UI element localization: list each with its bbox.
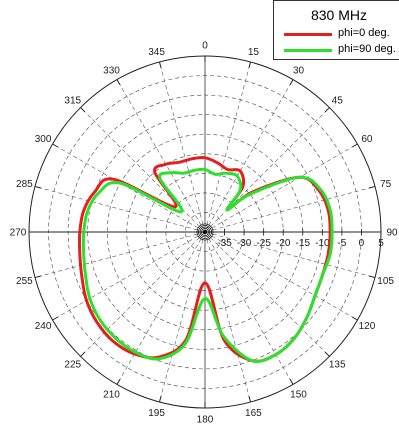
- center-ring: [196, 223, 214, 241]
- angle-tick-label: 225: [64, 360, 81, 371]
- center-ring: [199, 226, 211, 238]
- grid-spoke: [116, 238, 202, 385]
- grid-spoke: [116, 79, 202, 226]
- angle-tick-label: 105: [377, 276, 394, 287]
- legend-label-phi90: phi=90 deg.: [338, 43, 396, 55]
- angle-tick-label: 90: [386, 228, 398, 239]
- outer-tick: [324, 351, 330, 357]
- angle-tick-label: 45: [332, 95, 344, 106]
- angle-tick-label: 255: [16, 276, 33, 287]
- center-ring: [198, 225, 212, 239]
- grid-spoke: [34, 186, 198, 231]
- grid-spoke: [159, 239, 204, 403]
- angle-tick-label: 315: [64, 95, 81, 106]
- outer-tick: [324, 107, 330, 113]
- outer-tick: [34, 185, 41, 189]
- outer-tick: [52, 316, 59, 321]
- radial-tick-label: -10: [315, 238, 330, 249]
- legend-title: 830 MHz: [310, 7, 368, 23]
- center-dot: [203, 230, 207, 234]
- outer-tick: [289, 79, 294, 86]
- center-ring: [202, 229, 208, 235]
- outer-tick: [248, 61, 252, 68]
- outer-tick: [52, 143, 59, 148]
- grid-spoke: [34, 233, 198, 278]
- outer-tick: [248, 396, 252, 403]
- legend-swatch-phi0: [284, 33, 332, 36]
- outer-tick: [369, 275, 376, 279]
- angle-tick-label: 60: [361, 134, 373, 145]
- outer-tick: [158, 396, 162, 403]
- outer-tick: [116, 378, 121, 385]
- radial-tick-label: -25: [256, 238, 271, 249]
- outer-tick: [80, 107, 86, 113]
- angle-tick-label: 75: [380, 179, 392, 190]
- radial-tick-label: 5: [378, 238, 384, 249]
- center-marker: [196, 223, 214, 241]
- grid-spoke: [80, 237, 200, 357]
- outer-tick: [80, 351, 86, 357]
- outer-tick: [351, 143, 358, 148]
- outer-tick: [369, 185, 376, 189]
- angle-tick-label: 150: [290, 389, 307, 400]
- angle-tick-label: 165: [245, 408, 262, 419]
- grid-spoke: [159, 61, 204, 225]
- outer-tick: [116, 79, 121, 86]
- grid-spoke: [211, 143, 358, 229]
- outer-tick: [289, 378, 294, 385]
- angle-tick-label: 180: [197, 415, 214, 426]
- radial-tick-label: -5: [337, 238, 346, 249]
- angle-tick-label: 210: [103, 389, 120, 400]
- angle-tick-label: 30: [293, 66, 305, 77]
- center-ring: [201, 228, 209, 236]
- grid-spoke: [211, 235, 358, 321]
- angle-tick-label: 345: [148, 47, 165, 58]
- outer-tick: [34, 275, 41, 279]
- grid-spoke: [212, 233, 376, 278]
- angle-tick-label: 285: [16, 179, 33, 190]
- legend: 830 MHz phi=0 deg. phi=90 deg.: [273, 0, 399, 60]
- legend-label-phi0: phi=0 deg.: [338, 27, 390, 39]
- angle-tick-label: 270: [10, 228, 27, 239]
- grid-spoke: [206, 61, 251, 225]
- radial-tick-label: 0: [359, 238, 365, 249]
- angle-tick-label: 0: [202, 41, 208, 52]
- outer-tick: [351, 316, 358, 321]
- grid-spoke: [206, 239, 251, 403]
- angle-tick-label: 120: [359, 321, 376, 332]
- angle-tick-label: 135: [329, 360, 346, 371]
- axis-labels: 0 15 30 45 60 75 90 105 120 135 150 165 180 195 210 225…: [10, 41, 398, 426]
- angle-tick-label: 330: [103, 66, 120, 77]
- radial-tick-label: -20: [276, 238, 291, 249]
- grid-spoke: [52, 235, 199, 321]
- series-line-phi90: [81, 167, 334, 364]
- outer-tick: [158, 61, 162, 68]
- legend-swatch-phi90: [284, 49, 332, 52]
- grid-spoke: [210, 237, 330, 357]
- angle-tick-label: 195: [148, 408, 165, 419]
- grid-spoke: [212, 186, 376, 231]
- radial-tick-label: -30: [237, 238, 252, 249]
- angle-tick-label: 240: [35, 321, 52, 332]
- radial-tick-label: -35: [217, 238, 232, 249]
- grid-spoke: [208, 79, 294, 226]
- grid-spoke: [208, 238, 294, 385]
- polar-grid: [28, 55, 382, 409]
- series-curves: [77, 155, 334, 364]
- angle-tick-label: 15: [248, 47, 260, 58]
- angle-tick-label: 300: [35, 134, 52, 145]
- radial-tick-label: -15: [296, 238, 311, 249]
